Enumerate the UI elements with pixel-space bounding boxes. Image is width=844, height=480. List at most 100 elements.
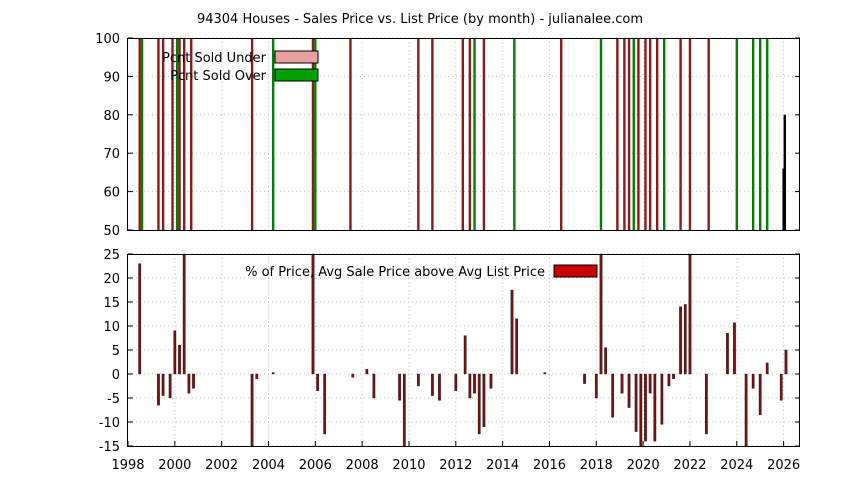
bottom-bar [351,373,355,378]
bottom-bar [489,373,493,389]
bottom-ytick-label: -15 [99,440,120,455]
top-bar [190,38,193,230]
top-bar [783,114,786,230]
top-bar [311,38,315,230]
bottom-bar [653,373,657,442]
top-bar [679,38,682,230]
bottom-bar [431,373,434,396]
top-bar [473,38,476,230]
bottom-bar [515,318,519,375]
bottom-ytick-label: 25 [103,248,120,263]
xtick-label: 2022 [673,458,706,473]
bottom-bar [402,373,406,447]
bottom-bar [468,373,472,399]
bottom-bar [138,263,142,375]
bottom-panel-bars [138,253,788,447]
x-axis: 1998 2000 2002 2004 2006 2008 2010 2012 2014 2016… [111,441,800,473]
bottom-bar [704,373,708,435]
top-ytick-label: 60 [103,186,120,201]
top-ytick-label: 70 [103,147,120,162]
bottom-bar [688,253,692,375]
bottom-ytick-label: 10 [103,320,120,335]
legend-swatch [274,68,319,82]
top-bar [513,38,516,230]
bottom-bar [477,373,481,435]
xtick-label: 2010 [392,458,425,473]
bottom-bar [599,253,603,375]
top-bar [468,38,472,230]
bottom-bar [255,373,259,379]
xtick-label: 2004 [252,458,285,473]
top-bar [349,38,352,230]
top-bar [655,38,659,230]
top-panel-bars [138,38,786,230]
bottom-bar [672,373,675,379]
bottom-bar [758,373,762,415]
legend-swatch [274,50,319,64]
bottom-bar [679,306,682,375]
top-bar [140,38,144,230]
bottom-ytick-label: -10 [99,416,120,431]
bottom-ytick-label: 0 [112,368,120,383]
bottom-bar [543,372,547,375]
top-bar [161,38,165,230]
top-bar [178,38,181,230]
top-ytick-label: 50 [103,224,120,239]
bottom-bar [583,373,586,384]
bottom-bar [765,362,769,375]
xtick-label: 2014 [486,458,519,473]
top-bar [637,38,640,230]
bottom-bar [372,373,376,399]
top-bar [138,38,141,230]
top-bar [644,38,647,230]
bottom-bar [463,335,467,375]
legend-label: Pcnt Sold Under [162,51,267,66]
top-bar [662,38,666,230]
top-bar [616,38,619,230]
bottom-bar [634,373,638,432]
bottom-bar [726,333,729,375]
bottom-bar [644,373,647,442]
bottom-bar [648,373,652,394]
bottom-bar [173,330,177,375]
legend-label: % of Price, Avg Sale Price above Avg Lis… [245,265,545,280]
bottom-bar [667,373,671,387]
top-bar [559,38,563,230]
xtick-label: 2008 [346,458,379,473]
chart-title: 94304 Houses - Sales Price vs. List Pric… [197,12,643,27]
top-bar [417,38,420,230]
top-y-axis: 50 60 70 80 90 100 [95,32,800,239]
bottom-bar [323,373,327,435]
top-bar [431,38,434,230]
bottom-bar [779,373,783,401]
bottom-bar [182,253,186,375]
legend-label: Pcnt Sold Over [170,69,267,84]
bottom-bar [733,322,736,375]
bottom-bar [482,373,486,427]
xtick-label: 2016 [533,458,566,473]
top-bar [182,38,186,230]
bottom-bar [604,347,608,375]
bottom-ytick-label: -5 [107,392,120,407]
top-bar [482,38,486,230]
xtick-label: 2012 [439,458,472,473]
bottom-bar [157,373,160,406]
bottom-bar [192,373,195,389]
bottom-bar [784,349,788,375]
bottom-bar [161,373,165,396]
top-ytick-label: 100 [95,32,120,47]
bottom-bar [187,373,191,394]
top-bar [758,38,762,230]
bottom-bar [620,373,624,394]
top-bar [751,38,755,230]
top-ytick-label: 80 [103,109,120,124]
bottom-bar [751,373,755,389]
top-bar [461,38,465,230]
bottom-bar [611,373,615,418]
top-panel-frame [127,38,800,231]
bottom-bar [178,345,181,375]
xtick-label: 2024 [720,458,753,473]
top-bar [735,38,738,230]
bottom-bar [639,373,643,447]
